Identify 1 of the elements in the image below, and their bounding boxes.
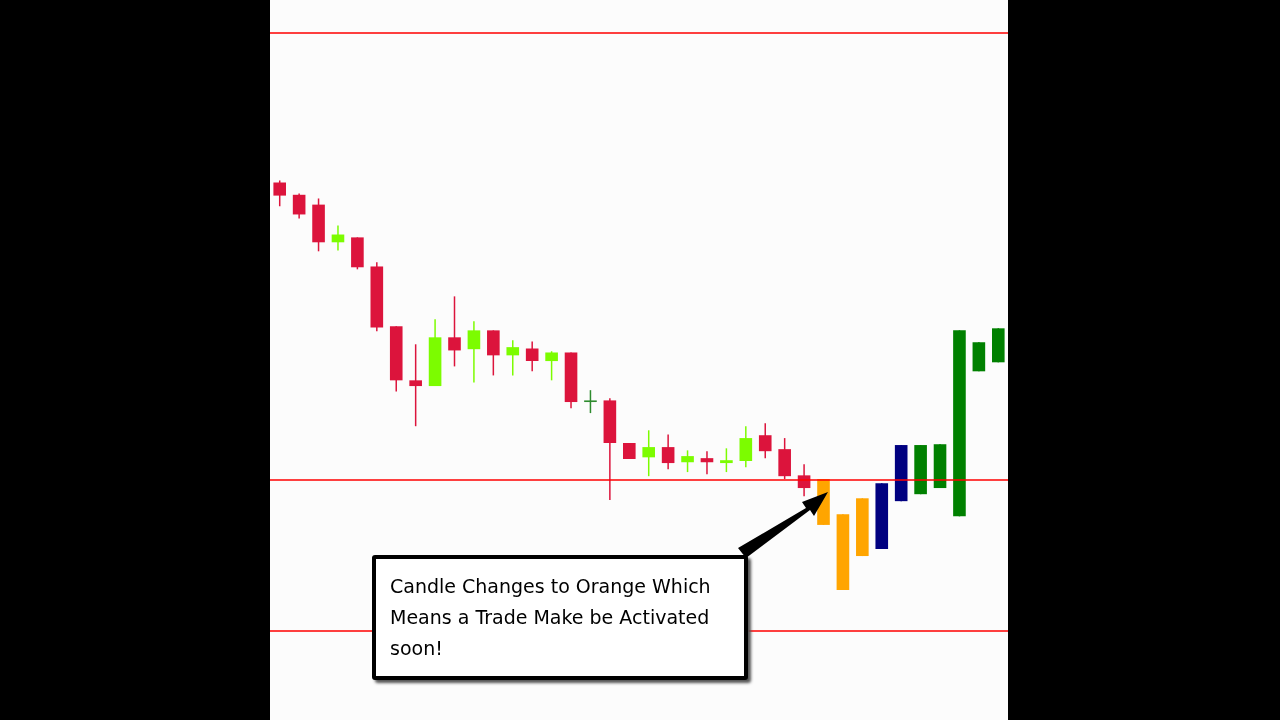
annotation: Candle Changes to Orange Which Means a Trade Make be Activated soon! xyxy=(372,555,748,680)
